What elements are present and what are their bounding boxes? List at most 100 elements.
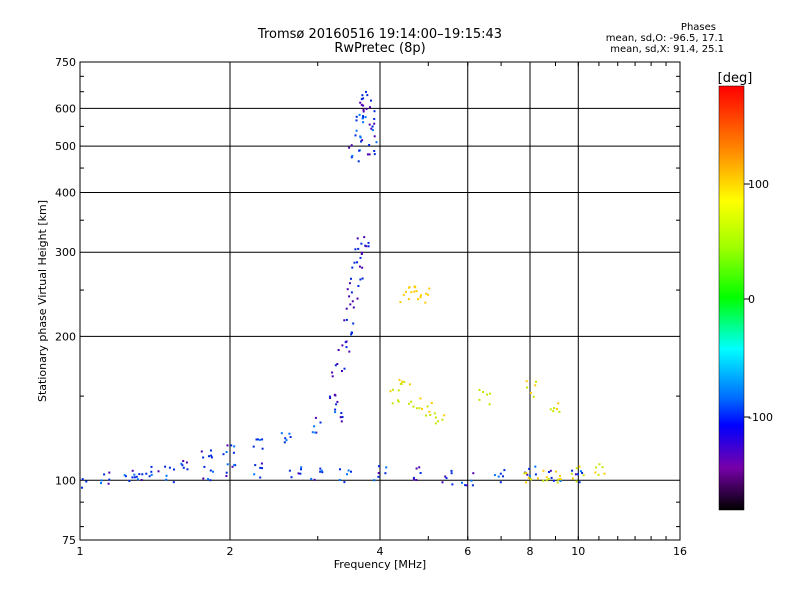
data-point	[401, 380, 404, 383]
data-point	[397, 400, 400, 403]
data-point	[553, 407, 556, 410]
data-point	[373, 150, 376, 152]
data-point	[601, 466, 604, 469]
data-point	[108, 478, 111, 481]
data-point	[348, 146, 351, 149]
data-point	[418, 407, 421, 410]
data-point	[254, 464, 257, 467]
data-point	[534, 384, 537, 387]
data-point	[321, 471, 324, 474]
colorbar-label: [deg]	[718, 71, 753, 86]
data-point	[528, 467, 531, 470]
y-tick-label: 500	[55, 140, 76, 153]
data-point	[355, 119, 358, 122]
data-point	[331, 375, 334, 378]
data-point	[297, 472, 300, 475]
data-point	[493, 474, 496, 477]
data-point	[373, 122, 376, 125]
data-point	[290, 476, 293, 479]
data-point	[497, 475, 500, 478]
data-point	[525, 472, 528, 474]
data-point	[559, 480, 562, 482]
y-tick-label: 75	[62, 534, 76, 547]
data-point	[343, 481, 346, 484]
data-point	[148, 475, 151, 478]
data-point	[133, 473, 136, 476]
y-axis-label: Stationary phase Virtual Height [km]	[36, 200, 49, 402]
data-point	[598, 463, 601, 466]
data-point	[486, 393, 489, 396]
data-point	[231, 465, 234, 468]
data-point	[471, 484, 474, 487]
data-point	[503, 469, 506, 472]
data-point	[373, 135, 376, 138]
data-point	[261, 447, 264, 450]
data-point	[339, 416, 342, 419]
data-point	[377, 475, 380, 478]
data-point	[345, 318, 348, 321]
data-point	[337, 349, 340, 351]
data-point	[408, 383, 411, 386]
data-point	[314, 431, 317, 434]
data-point	[210, 456, 213, 459]
data-point	[350, 291, 353, 294]
data-point	[314, 416, 317, 419]
data-point	[225, 471, 228, 474]
data-point	[340, 420, 343, 423]
data-point	[207, 478, 209, 481]
data-point	[81, 478, 84, 481]
data-point	[421, 407, 423, 410]
data-point	[359, 278, 362, 281]
x-tick-label: 8	[527, 545, 534, 558]
data-point	[150, 470, 153, 473]
data-point	[413, 290, 416, 293]
data-point	[335, 403, 338, 406]
data-point	[168, 466, 171, 469]
data-point	[434, 422, 437, 425]
data-point	[145, 472, 148, 475]
data-point	[185, 461, 188, 464]
data-point	[329, 397, 332, 399]
data-point	[412, 476, 415, 479]
data-point	[399, 301, 402, 304]
data-point	[535, 380, 537, 383]
data-point	[502, 475, 504, 478]
colorbar-tick-minus100: -100	[748, 411, 773, 424]
data-point	[367, 241, 370, 244]
data-point	[157, 470, 160, 473]
data-point	[419, 397, 422, 400]
data-point	[140, 479, 143, 481]
data-point	[319, 467, 322, 470]
data-point	[165, 474, 168, 477]
x-axis-ticks: 1 2 4 6 8 10 16	[77, 62, 687, 558]
data-point	[357, 285, 360, 287]
data-point	[367, 245, 370, 248]
data-point	[418, 466, 421, 469]
data-point	[334, 408, 337, 411]
data-point	[578, 465, 581, 468]
data-point	[361, 277, 364, 280]
x-tick-label: 16	[673, 545, 687, 558]
x-tick-label: 2	[227, 545, 234, 558]
data-point	[100, 482, 102, 485]
data-point	[399, 382, 402, 385]
data-point	[385, 466, 388, 469]
data-point	[360, 103, 363, 106]
data-point	[407, 298, 410, 301]
data-point	[489, 392, 492, 395]
data-point	[299, 472, 302, 475]
data-point	[252, 445, 255, 448]
data-point	[370, 99, 372, 102]
x-tick-label: 10	[571, 545, 585, 558]
data-point	[359, 256, 362, 259]
phase-stats: Phases mean, sd,O: -96.5, 17.1 mean, sd,…	[606, 22, 724, 55]
data-point	[150, 473, 153, 476]
data-point	[525, 481, 528, 484]
data-point	[571, 469, 574, 472]
data-point	[354, 248, 357, 251]
data-point	[103, 473, 106, 476]
data-point	[579, 470, 582, 473]
data-point	[334, 411, 337, 414]
data-point	[425, 292, 428, 295]
data-point	[425, 414, 427, 417]
